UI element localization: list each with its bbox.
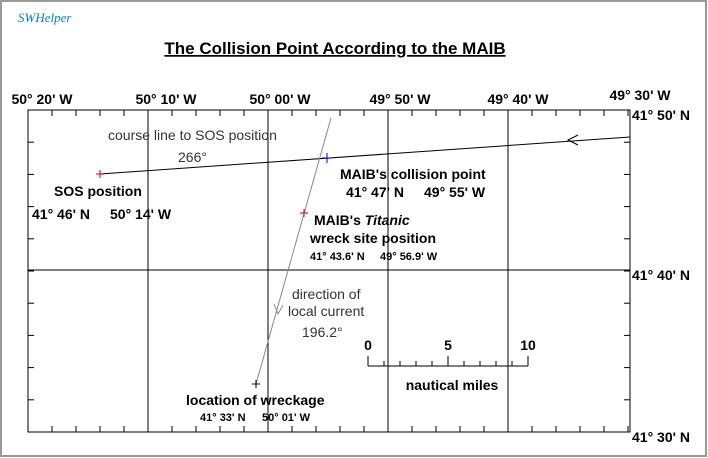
markers — [96, 153, 332, 388]
scale-tick: 0 — [364, 337, 372, 353]
collision-marker — [322, 153, 332, 163]
wreck-italic: Titanic — [365, 212, 410, 228]
current-label: direction of — [292, 286, 361, 302]
latitude-labels: 41° 50' N 41° 40' N 41° 30' N — [632, 107, 690, 445]
logo: SWHelper — [18, 10, 72, 25]
lon-label: 50° 00' W — [249, 91, 311, 107]
lon-label: 49° 50' W — [369, 91, 431, 107]
course-arrow — [566, 134, 579, 146]
sos-lon: 50° 14' W — [110, 206, 172, 222]
lat-label: 41° 30' N — [632, 429, 690, 445]
course-label: course line to SOS position — [108, 127, 277, 143]
tick-marks — [27, 109, 630, 433]
wreckage-label: location of wreckage — [186, 392, 325, 408]
wreckage-marker — [252, 380, 260, 388]
lon-label: 50° 20' W — [11, 91, 73, 107]
sos-lat: 41° 46' N — [32, 206, 90, 222]
lat-label: 41° 50' N — [632, 107, 690, 123]
wreckage-lon: 50° 01' W — [262, 412, 311, 424]
wreck-prefix: MAIB's — [314, 212, 361, 228]
scale-tick: 5 — [444, 337, 452, 353]
title: The Collision Point According to the MAI… — [164, 39, 505, 58]
current-label: local current — [288, 303, 364, 319]
lat-label: 41° 40' N — [632, 267, 690, 283]
course-bearing: 266° — [178, 149, 207, 165]
wreck-site-label: wreck site position — [309, 230, 436, 246]
wreck-site-label: MAIB's Titanic — [314, 212, 410, 228]
longitude-labels: 50° 20' W 50° 10' W 50° 00' W 49° 50' W … — [11, 87, 671, 107]
wreck-site-lon: 49° 56.9' W — [380, 251, 438, 263]
sos-marker — [96, 170, 104, 178]
current-arrow — [273, 303, 284, 316]
wreck-site-marker — [300, 209, 308, 217]
wreck-site-lat: 41° 43.6' N — [310, 251, 365, 263]
scale-bar — [367, 356, 529, 367]
scale-unit: nautical miles — [406, 377, 499, 393]
lon-label: 49° 40' W — [487, 91, 549, 107]
collision-lat: 41° 47' N — [346, 184, 404, 200]
sos-label: SOS position — [54, 183, 142, 199]
current-line — [255, 117, 332, 385]
current-bearing: 196.2° — [302, 324, 343, 340]
collision-lon: 49° 55' W — [424, 184, 486, 200]
collision-label: MAIB's collision point — [340, 166, 486, 182]
lon-label: 49° 30' W — [609, 87, 671, 103]
wreckage-lat: 41° 33' N — [200, 412, 246, 424]
scale-tick: 10 — [520, 337, 536, 353]
course-line — [99, 136, 631, 175]
lon-label: 50° 10' W — [135, 91, 197, 107]
